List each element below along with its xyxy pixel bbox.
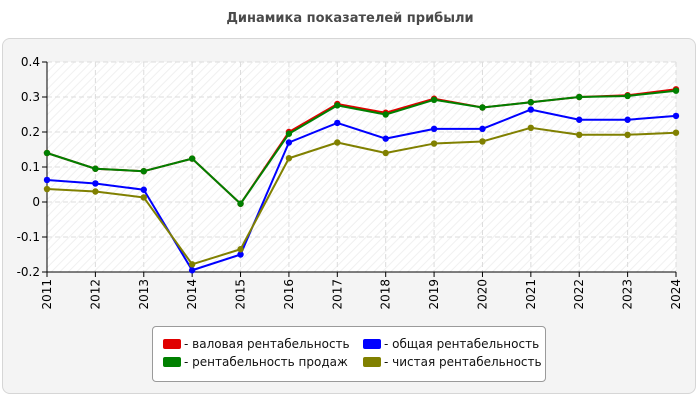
data-point [624, 92, 631, 100]
data-point [43, 185, 51, 193]
legend-label: - валовая рентабельность [184, 337, 350, 351]
y-tick-label: 0.4 [21, 55, 40, 69]
data-point [382, 135, 389, 142]
legend-item: - чистая рентабельность [363, 354, 542, 370]
y-tick-label: 0.2 [21, 125, 40, 139]
data-point [140, 168, 147, 175]
data-point [334, 102, 341, 109]
series-3 [43, 106, 680, 274]
x-tick-label: 2012 [88, 279, 102, 310]
data-point [92, 165, 99, 172]
data-point [672, 87, 680, 94]
legend-item: - валовая рентабельность [163, 336, 350, 352]
axes [42, 61, 677, 277]
data-point [479, 104, 486, 111]
data-point [334, 139, 341, 146]
series-line [46, 108, 677, 272]
legend-item: - общая рентабельность [363, 336, 539, 352]
legend-swatch [163, 357, 181, 367]
legend-label: - чистая рентабельность [384, 355, 542, 369]
data-point [92, 180, 99, 187]
data-point [140, 194, 147, 201]
y-tick-labels: 0.4 0.3 0.2 0.1 0 -0.1 -0.2 [17, 55, 40, 279]
data-point [237, 246, 244, 253]
y-tick-label: 0.1 [21, 160, 40, 174]
legend: - валовая рентабельность - рентабельност… [152, 326, 546, 382]
y-tick-label: 0 [32, 195, 40, 209]
data-point [527, 124, 535, 131]
data-point [527, 106, 535, 113]
data-point [479, 138, 486, 145]
data-point [92, 188, 99, 195]
grid [46, 61, 677, 273]
data-point [285, 139, 293, 146]
y-tick-label: -0.1 [17, 230, 40, 244]
data-point [285, 155, 293, 162]
plot-area: 0.40.30.20.10-0.1-0.2 2011 2012 2013 2014 20… [17, 55, 683, 310]
y-tick-label: -0.2 [17, 265, 40, 279]
data-point [624, 131, 631, 138]
x-tick-label: 2018 [379, 279, 393, 310]
legend-label: - общая рентабельность [384, 337, 540, 351]
data-point [576, 116, 583, 123]
x-tick-label: 2017 [330, 279, 344, 310]
x-tick-label: 2022 [572, 279, 586, 310]
chart-title: Динамика показателей прибыли [226, 11, 474, 26]
series-line [46, 126, 677, 266]
data-point [576, 93, 583, 101]
data-point [672, 129, 680, 136]
legend-item: - рентабельность продаж [163, 354, 348, 370]
x-tick-label: 2015 [234, 279, 248, 310]
x-tick-label: 2011 [40, 279, 54, 310]
data-point [188, 155, 196, 162]
legend-swatch [163, 339, 181, 349]
data-point [430, 125, 438, 133]
data-point [576, 131, 583, 138]
y-tick-label: 0.3 [21, 90, 40, 104]
series-lines [43, 86, 680, 274]
x-tick-label: 2023 [621, 279, 635, 310]
x-tick-labels: 2011 2012 2013 2014 2015 2016 2017 2018 2019 2020… [40, 279, 683, 310]
x-tick-label: 2020 [475, 279, 489, 310]
x-tick-label: 2013 [137, 279, 151, 310]
series-4 [43, 124, 680, 268]
x-tick-label: 2014 [185, 279, 199, 310]
x-tick-label: 2019 [427, 279, 441, 310]
data-point [672, 112, 680, 120]
legend-swatch [363, 357, 381, 367]
series-line [46, 89, 677, 205]
legend-label: - рентабельность продаж [184, 355, 348, 369]
data-point [382, 111, 389, 118]
data-point [188, 267, 196, 274]
data-point [334, 119, 341, 127]
data-point [237, 251, 244, 258]
data-point [430, 140, 438, 147]
x-tick-label: 2021 [524, 279, 538, 310]
data-point [527, 99, 535, 106]
data-point [382, 149, 389, 157]
data-point [43, 176, 51, 184]
data-point [43, 149, 51, 157]
x-tick-label: 2024 [669, 279, 683, 310]
data-point [624, 116, 631, 123]
data-point [140, 186, 147, 193]
data-point [479, 125, 486, 133]
x-tick-label: 2016 [282, 279, 296, 310]
data-point [285, 130, 293, 137]
legend-swatch [363, 339, 381, 349]
data-point [237, 200, 244, 207]
series-2 [43, 87, 680, 207]
data-point [430, 96, 438, 104]
data-point [188, 261, 196, 268]
